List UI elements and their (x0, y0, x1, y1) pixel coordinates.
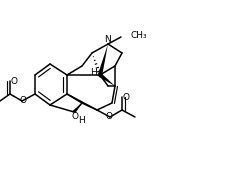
Text: N: N (104, 35, 111, 44)
Polygon shape (98, 73, 115, 86)
Text: CH₃: CH₃ (131, 30, 147, 40)
Text: O: O (105, 111, 112, 121)
Polygon shape (72, 103, 82, 113)
Text: H: H (78, 116, 85, 125)
Text: O: O (71, 111, 78, 121)
Polygon shape (98, 44, 108, 76)
Text: O: O (19, 95, 26, 105)
Text: O: O (122, 93, 129, 101)
Text: O: O (11, 77, 17, 85)
Text: H: H (90, 67, 97, 77)
